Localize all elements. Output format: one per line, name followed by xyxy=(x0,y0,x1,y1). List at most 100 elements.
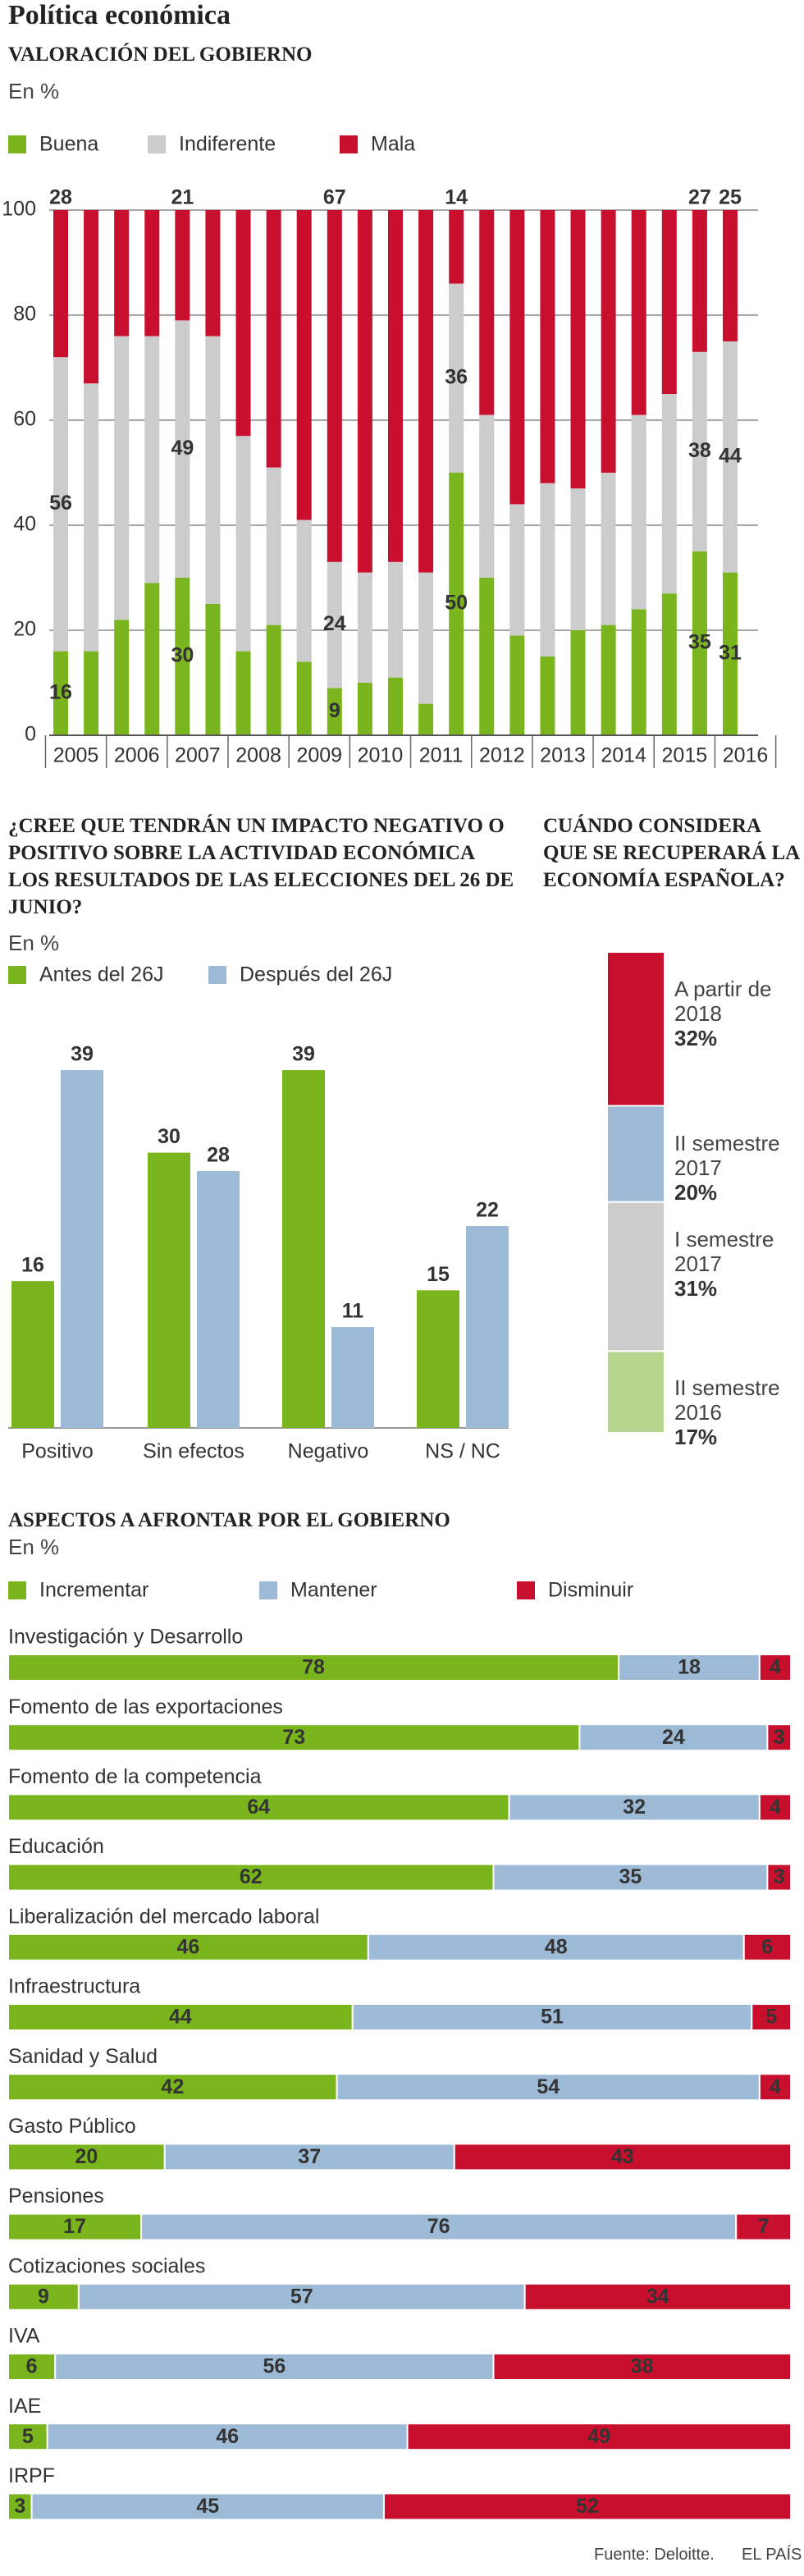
bar-segment xyxy=(449,210,464,284)
bar-segment xyxy=(479,414,495,578)
bar-segment xyxy=(418,703,434,735)
data-label: 32 xyxy=(623,1796,646,1819)
data-label: 56 xyxy=(263,2355,286,2378)
legend-swatch xyxy=(517,1581,535,1599)
data-label: 21 xyxy=(171,186,194,209)
bar-segment xyxy=(175,210,190,321)
bar xyxy=(11,1281,54,1428)
data-label: 44 xyxy=(719,444,742,467)
bar-segment xyxy=(7,1863,495,1892)
page-title: Política económica xyxy=(8,0,231,30)
data-label: 14 xyxy=(445,186,468,209)
bar-segment xyxy=(205,336,221,604)
data-label: 3 xyxy=(14,2495,25,2518)
bar-segment xyxy=(570,630,586,735)
bar-segment xyxy=(7,1654,620,1681)
bar-segment xyxy=(84,210,99,384)
bar-segment xyxy=(296,210,312,520)
bar-segment xyxy=(53,357,68,652)
chart-title: ASPECTOS A AFRONTAR POR EL GOBIERNO xyxy=(8,1509,450,1531)
bar-segment xyxy=(53,651,68,735)
y-tick-label: 80 xyxy=(13,303,36,326)
row-label: Sanidad y Salud xyxy=(8,2045,158,2068)
bar-segment xyxy=(631,210,646,415)
stack-segment xyxy=(606,1201,665,1352)
data-label: 76 xyxy=(427,2215,450,2238)
x-tick-label: NS / NC xyxy=(425,1440,500,1463)
bar-segment xyxy=(661,210,677,394)
source: Fuente: Deloitte. xyxy=(594,2546,715,2564)
bar-segment xyxy=(266,210,281,468)
x-tick-label: 2008 xyxy=(235,744,281,767)
segment-name: A partir de 2018 xyxy=(674,977,772,1026)
data-label: 78 xyxy=(302,1656,325,1679)
x-tick-label: 2015 xyxy=(662,744,708,767)
data-label: 57 xyxy=(290,2285,313,2308)
bar-segment xyxy=(175,578,190,735)
data-label: 27 xyxy=(688,186,711,209)
x-tick-label: 2010 xyxy=(358,744,404,767)
row-label: Gasto Público xyxy=(8,2115,136,2138)
x-tick-label: Sin efectos xyxy=(143,1440,244,1463)
bar-segment xyxy=(7,1723,581,1752)
bar-segment xyxy=(140,2212,738,2241)
legend-swatch xyxy=(8,1581,26,1599)
y-tick-label: 0 xyxy=(25,723,36,746)
data-label: 28 xyxy=(49,186,72,209)
bar-segment xyxy=(327,688,342,735)
bar-segment xyxy=(382,2492,792,2521)
row-label: IVA xyxy=(8,2325,40,2348)
bar-segment xyxy=(661,593,677,735)
chart-title: CUÁNDO CONSIDERA QUE SE RECUPERARÁ LA EC… xyxy=(543,815,799,891)
data-label: 25 xyxy=(719,186,742,209)
data-label: 38 xyxy=(688,439,711,462)
data-label: 3 xyxy=(774,1865,785,1888)
bar-segment xyxy=(357,572,372,683)
legend-swatch xyxy=(340,135,358,153)
bar-segment xyxy=(418,572,434,704)
row-label: Fomento de las exportaciones xyxy=(8,1695,283,1718)
bar-segment xyxy=(601,210,616,473)
data-label: 39 xyxy=(71,1043,94,1066)
data-label: 44 xyxy=(169,2006,192,2029)
data-label: 35 xyxy=(688,631,711,654)
data-label: 31 xyxy=(719,641,742,664)
bar-segment xyxy=(540,657,555,735)
x-tick-label: 2005 xyxy=(53,744,99,767)
bar-segment xyxy=(578,1723,769,1752)
subtitle: En % xyxy=(8,79,60,103)
bar-segment xyxy=(601,473,616,625)
data-label: 30 xyxy=(171,644,194,667)
segment-value: 31% xyxy=(674,1275,718,1301)
data-label: 5 xyxy=(22,2425,34,2448)
bar-segment xyxy=(175,320,190,578)
bar-segment xyxy=(509,635,525,735)
bar-segment xyxy=(453,2143,793,2171)
data-label: 24 xyxy=(662,1726,685,1749)
data-label: 3 xyxy=(774,1726,785,1749)
bar-segment xyxy=(357,683,372,735)
data-label: 15 xyxy=(427,1263,450,1286)
data-label: 6 xyxy=(26,2355,38,2378)
bar-segment xyxy=(387,677,403,735)
bar-segment xyxy=(618,1654,761,1681)
row-label: Investigación y Desarrollo xyxy=(8,1626,243,1649)
data-label: 36 xyxy=(445,365,468,388)
data-label: 17 xyxy=(63,2215,86,2238)
row-label: Cotizaciones sociales xyxy=(8,2254,205,2277)
bar-segment xyxy=(570,210,586,489)
data-label: 49 xyxy=(587,2425,610,2448)
data-label: 42 xyxy=(161,2075,184,2098)
segment-label: II semestre 2016 17% xyxy=(674,1375,797,1449)
data-label: 51 xyxy=(541,2006,564,2029)
bar xyxy=(466,1226,509,1428)
bar-segment xyxy=(327,210,342,562)
chart-title: VALORACIÓN DEL GOBIERNO xyxy=(8,43,313,66)
data-label: 4 xyxy=(770,1796,781,1819)
data-label: 50 xyxy=(445,592,468,615)
bar-segment xyxy=(523,2282,792,2311)
bar-segment xyxy=(508,1793,761,1822)
data-label: 9 xyxy=(38,2285,49,2308)
bar-segment xyxy=(722,210,738,341)
bar-segment xyxy=(492,2353,792,2381)
